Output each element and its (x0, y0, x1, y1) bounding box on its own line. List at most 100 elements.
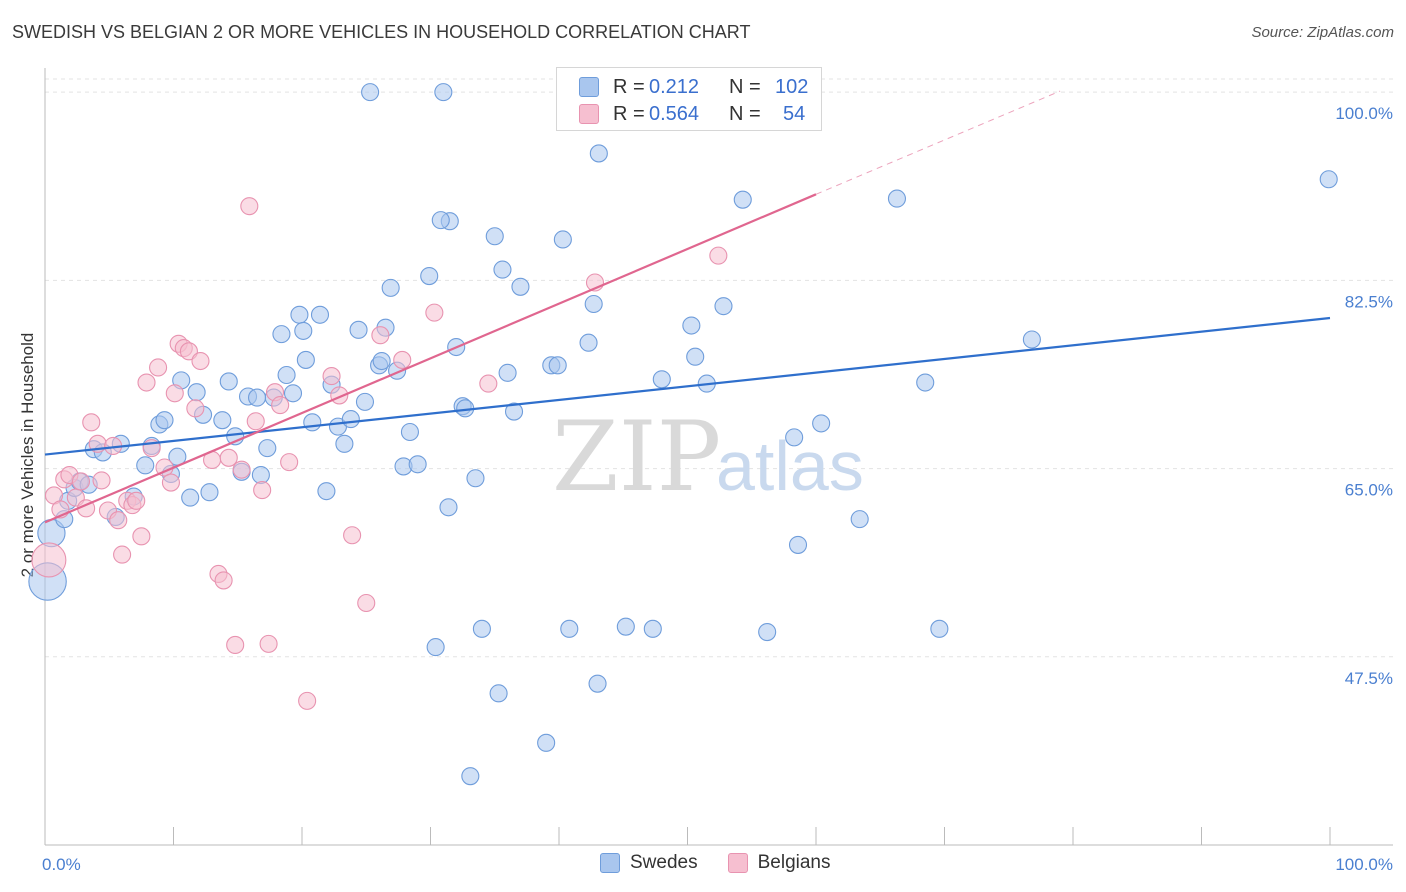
swedes-point (258, 439, 277, 458)
y-tick-label: 65.0% (1345, 481, 1393, 500)
source-label: Source: ZipAtlas.com (1251, 24, 1394, 41)
swedes-point (785, 428, 804, 447)
legend-label-swedes: Swedes (630, 852, 698, 873)
belgians-point (71, 472, 91, 491)
swedes-point (588, 674, 607, 693)
legend-r-value: 0.212 (649, 75, 700, 98)
legend-row-belgians: R = 0.564 N = 54 (579, 101, 833, 127)
legend-r-label: R = (613, 75, 645, 98)
belgians-point (240, 197, 259, 216)
belgians-point (137, 373, 156, 392)
belgians-point (393, 350, 412, 369)
swedes-point (887, 189, 907, 208)
swedes-point (758, 622, 777, 642)
legend-r-value: 0.564 (649, 102, 700, 125)
belgians-trend-line (44, 193, 817, 524)
belgians-point (246, 412, 265, 431)
swedes-point (213, 411, 232, 430)
data-points (28, 83, 1338, 786)
swedes-point (296, 350, 315, 369)
belgians-point (219, 448, 238, 467)
swedes-point (310, 305, 330, 324)
swedes-point (788, 535, 808, 554)
series-legend: Swedes Belgians (600, 852, 861, 874)
belgians-point (165, 384, 184, 403)
swedes-point (219, 372, 238, 391)
belgians-point (92, 471, 111, 490)
legend-n-label: N = (729, 102, 761, 125)
belgians-point (226, 635, 245, 655)
swedes-point (498, 363, 517, 382)
y-tick-label: 82.5% (1345, 292, 1393, 311)
swedes-point (511, 277, 530, 296)
swedes-point (294, 321, 313, 340)
belgians-point (82, 413, 101, 432)
chart-title: SWEDISH VS BELGIAN 2 OR MORE VEHICLES IN… (12, 22, 751, 42)
correlation-legend: R = 0.212 N = 102 R = 0.564 N = 54 (556, 67, 822, 131)
belgians-point (280, 453, 299, 472)
belgians-point (179, 342, 198, 361)
swedes-point (489, 684, 508, 703)
belgians-point (425, 303, 444, 322)
swedes-point (290, 305, 309, 324)
swedes-point (461, 767, 480, 786)
swedes-point (247, 388, 267, 407)
swedes-point (439, 498, 458, 517)
belgians-point (191, 351, 210, 371)
watermark-zip: ZIP (552, 401, 721, 513)
swedes-point (493, 260, 512, 279)
x-tick-label: 0.0% (42, 855, 81, 874)
swedes-point (930, 619, 949, 638)
belgians-point (343, 526, 362, 545)
x-tick-label: 100.0% (1335, 855, 1393, 874)
y-tick-label: 47.5% (1345, 669, 1393, 688)
swedes-point (420, 266, 439, 286)
swedes-point (584, 294, 603, 314)
belgians-point (357, 593, 376, 613)
swedes-point (251, 465, 270, 485)
legend-n-value: 54 (783, 102, 806, 125)
legend-item-belgians[interactable]: Belgians (727, 852, 831, 874)
belgians-point (149, 358, 168, 377)
swedes-point (537, 733, 556, 752)
tick-labels: 47.5% 65.0% 82.5% 100.0% 0.0% 100.0% (42, 104, 1393, 874)
swedes-point (472, 619, 491, 638)
y-tick-label: 100.0% (1335, 104, 1393, 123)
swedes-point (400, 422, 419, 442)
belgians-point (271, 396, 290, 415)
swedes-point (431, 211, 450, 230)
axes (44, 68, 1393, 846)
belgians-point (161, 473, 180, 492)
belgians-point (214, 571, 233, 590)
swedes-point (643, 619, 662, 638)
belgians-point (371, 326, 390, 345)
swedes-point (341, 410, 360, 429)
swedes-point (381, 278, 400, 297)
belgians-swatch (579, 104, 599, 124)
swedes-point (1319, 170, 1338, 189)
swedes-point (317, 482, 336, 501)
swedes-point (812, 414, 831, 433)
legend-n-label: N = (729, 75, 761, 98)
swedes-point (589, 144, 608, 163)
swedes-point (426, 638, 445, 657)
swedes-point (579, 333, 598, 352)
swedes-point (355, 392, 375, 411)
belgians-point (322, 367, 341, 386)
swedes-point (686, 347, 705, 366)
belgians-point (109, 511, 128, 530)
legend-r-label: R = (613, 102, 645, 125)
swedes-point (272, 325, 291, 344)
legend-item-swedes[interactable]: Swedes (600, 852, 698, 874)
belgians-point (232, 460, 251, 479)
legend-n-value: 102 (775, 75, 809, 98)
swedes-point (200, 483, 219, 502)
swedes-point (181, 488, 200, 507)
swedes-swatch (600, 853, 620, 873)
swedes-point (682, 316, 701, 335)
swedes-point (916, 373, 935, 392)
swedes-point (850, 510, 869, 529)
swedes-point (283, 384, 303, 403)
swedes-point (277, 365, 296, 385)
swedes-point (155, 411, 174, 430)
